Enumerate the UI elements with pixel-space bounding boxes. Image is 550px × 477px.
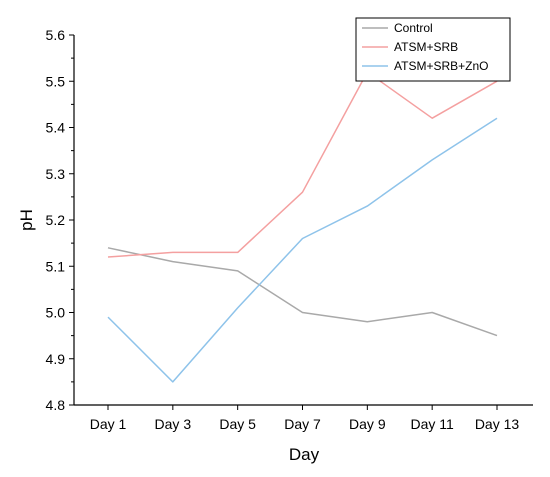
y-tick-label: 4.8: [46, 397, 66, 413]
y-tick-label: 5.6: [46, 27, 66, 43]
series-layer: [107, 71, 498, 383]
y-axis-title: pH: [17, 209, 36, 231]
x-tick-label: Day 11: [411, 416, 455, 432]
x-axis-title: Day: [289, 445, 320, 464]
y-tick-label: 5.4: [46, 120, 66, 136]
x-tick-label: Day 1: [90, 416, 127, 432]
legend-label: ATSM+SRB+ZnO: [394, 59, 488, 73]
x-tick-label: Day 13: [475, 416, 520, 432]
legend-label: ATSM+SRB: [394, 40, 458, 54]
x-tick-label: Day 3: [155, 416, 192, 432]
y-tick-label: 5.1: [46, 258, 66, 274]
y-tick-label: 5.3: [46, 166, 66, 182]
axes: 4.8 4.9 5.0 5.1 5.2 5.3 5.4 5.5 5.6 Day 1 Day 3 Day…: [46, 27, 533, 432]
series-line-1: [107, 71, 498, 258]
legend-label: Control: [394, 21, 433, 35]
y-tick-label: 5.5: [46, 73, 66, 89]
series-line-2: [107, 117, 498, 383]
legend: Control ATSM+SRB ATSM+SRB+ZnO: [355, 17, 511, 82]
y-tick-label: 4.9: [46, 351, 66, 367]
x-tick-label: Day 5: [219, 416, 256, 432]
y-tick-label: 5.2: [46, 212, 66, 228]
x-tick-label: Day 9: [349, 416, 386, 432]
y-tick-label: 5.0: [46, 305, 66, 321]
x-tick-label: Day 7: [284, 416, 321, 432]
series-line-0: [107, 247, 498, 337]
